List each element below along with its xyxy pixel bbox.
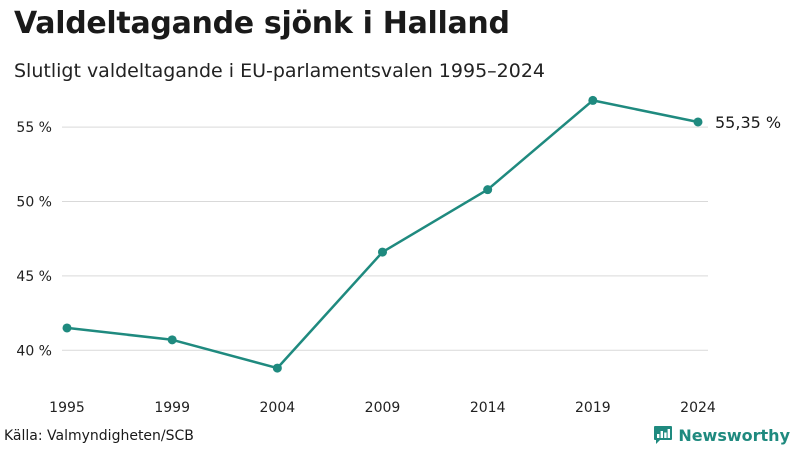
x-tick-label: 2019 <box>575 400 611 416</box>
data-point <box>272 363 282 373</box>
x-tick-label: 1999 <box>154 400 190 416</box>
chart-title: Valdeltagande sjönk i Halland <box>14 6 510 41</box>
data-point <box>693 117 703 127</box>
grid-lines <box>62 126 708 351</box>
y-tick-label: 45 % <box>16 269 52 285</box>
x-tick-label: 2004 <box>260 400 296 416</box>
end-value-label: 55,35 % <box>715 113 781 132</box>
x-axis-ticks: 1995 1999 2004 2009 2014 2019 2024 <box>49 400 716 416</box>
chart-subtitle: Slutligt valdeltagande i EU-parlamentsva… <box>14 60 546 82</box>
y-tick-label: 40 % <box>16 343 52 359</box>
data-point <box>167 335 177 345</box>
brand-logo: Newsworthy <box>653 425 790 445</box>
data-point <box>62 323 72 333</box>
x-tick-label: 2024 <box>680 400 716 416</box>
brand-name: Newsworthy <box>678 425 790 445</box>
x-tick-label: 2014 <box>470 400 506 416</box>
x-tick-label: 1995 <box>49 400 85 416</box>
y-tick-label: 55 % <box>16 120 52 136</box>
data-point <box>588 95 598 105</box>
x-tick-label: 2009 <box>365 400 401 416</box>
y-axis-ticks: 40 % 45 % 50 % 55 % <box>16 120 52 359</box>
y-tick-label: 50 % <box>16 195 52 211</box>
newsworthy-logo-icon <box>654 426 673 444</box>
data-point <box>378 247 387 257</box>
data-points <box>62 95 703 373</box>
source-note: Källa: Valmyndigheten/SCB <box>4 428 194 444</box>
data-point <box>483 185 493 195</box>
series-line <box>66 99 699 370</box>
